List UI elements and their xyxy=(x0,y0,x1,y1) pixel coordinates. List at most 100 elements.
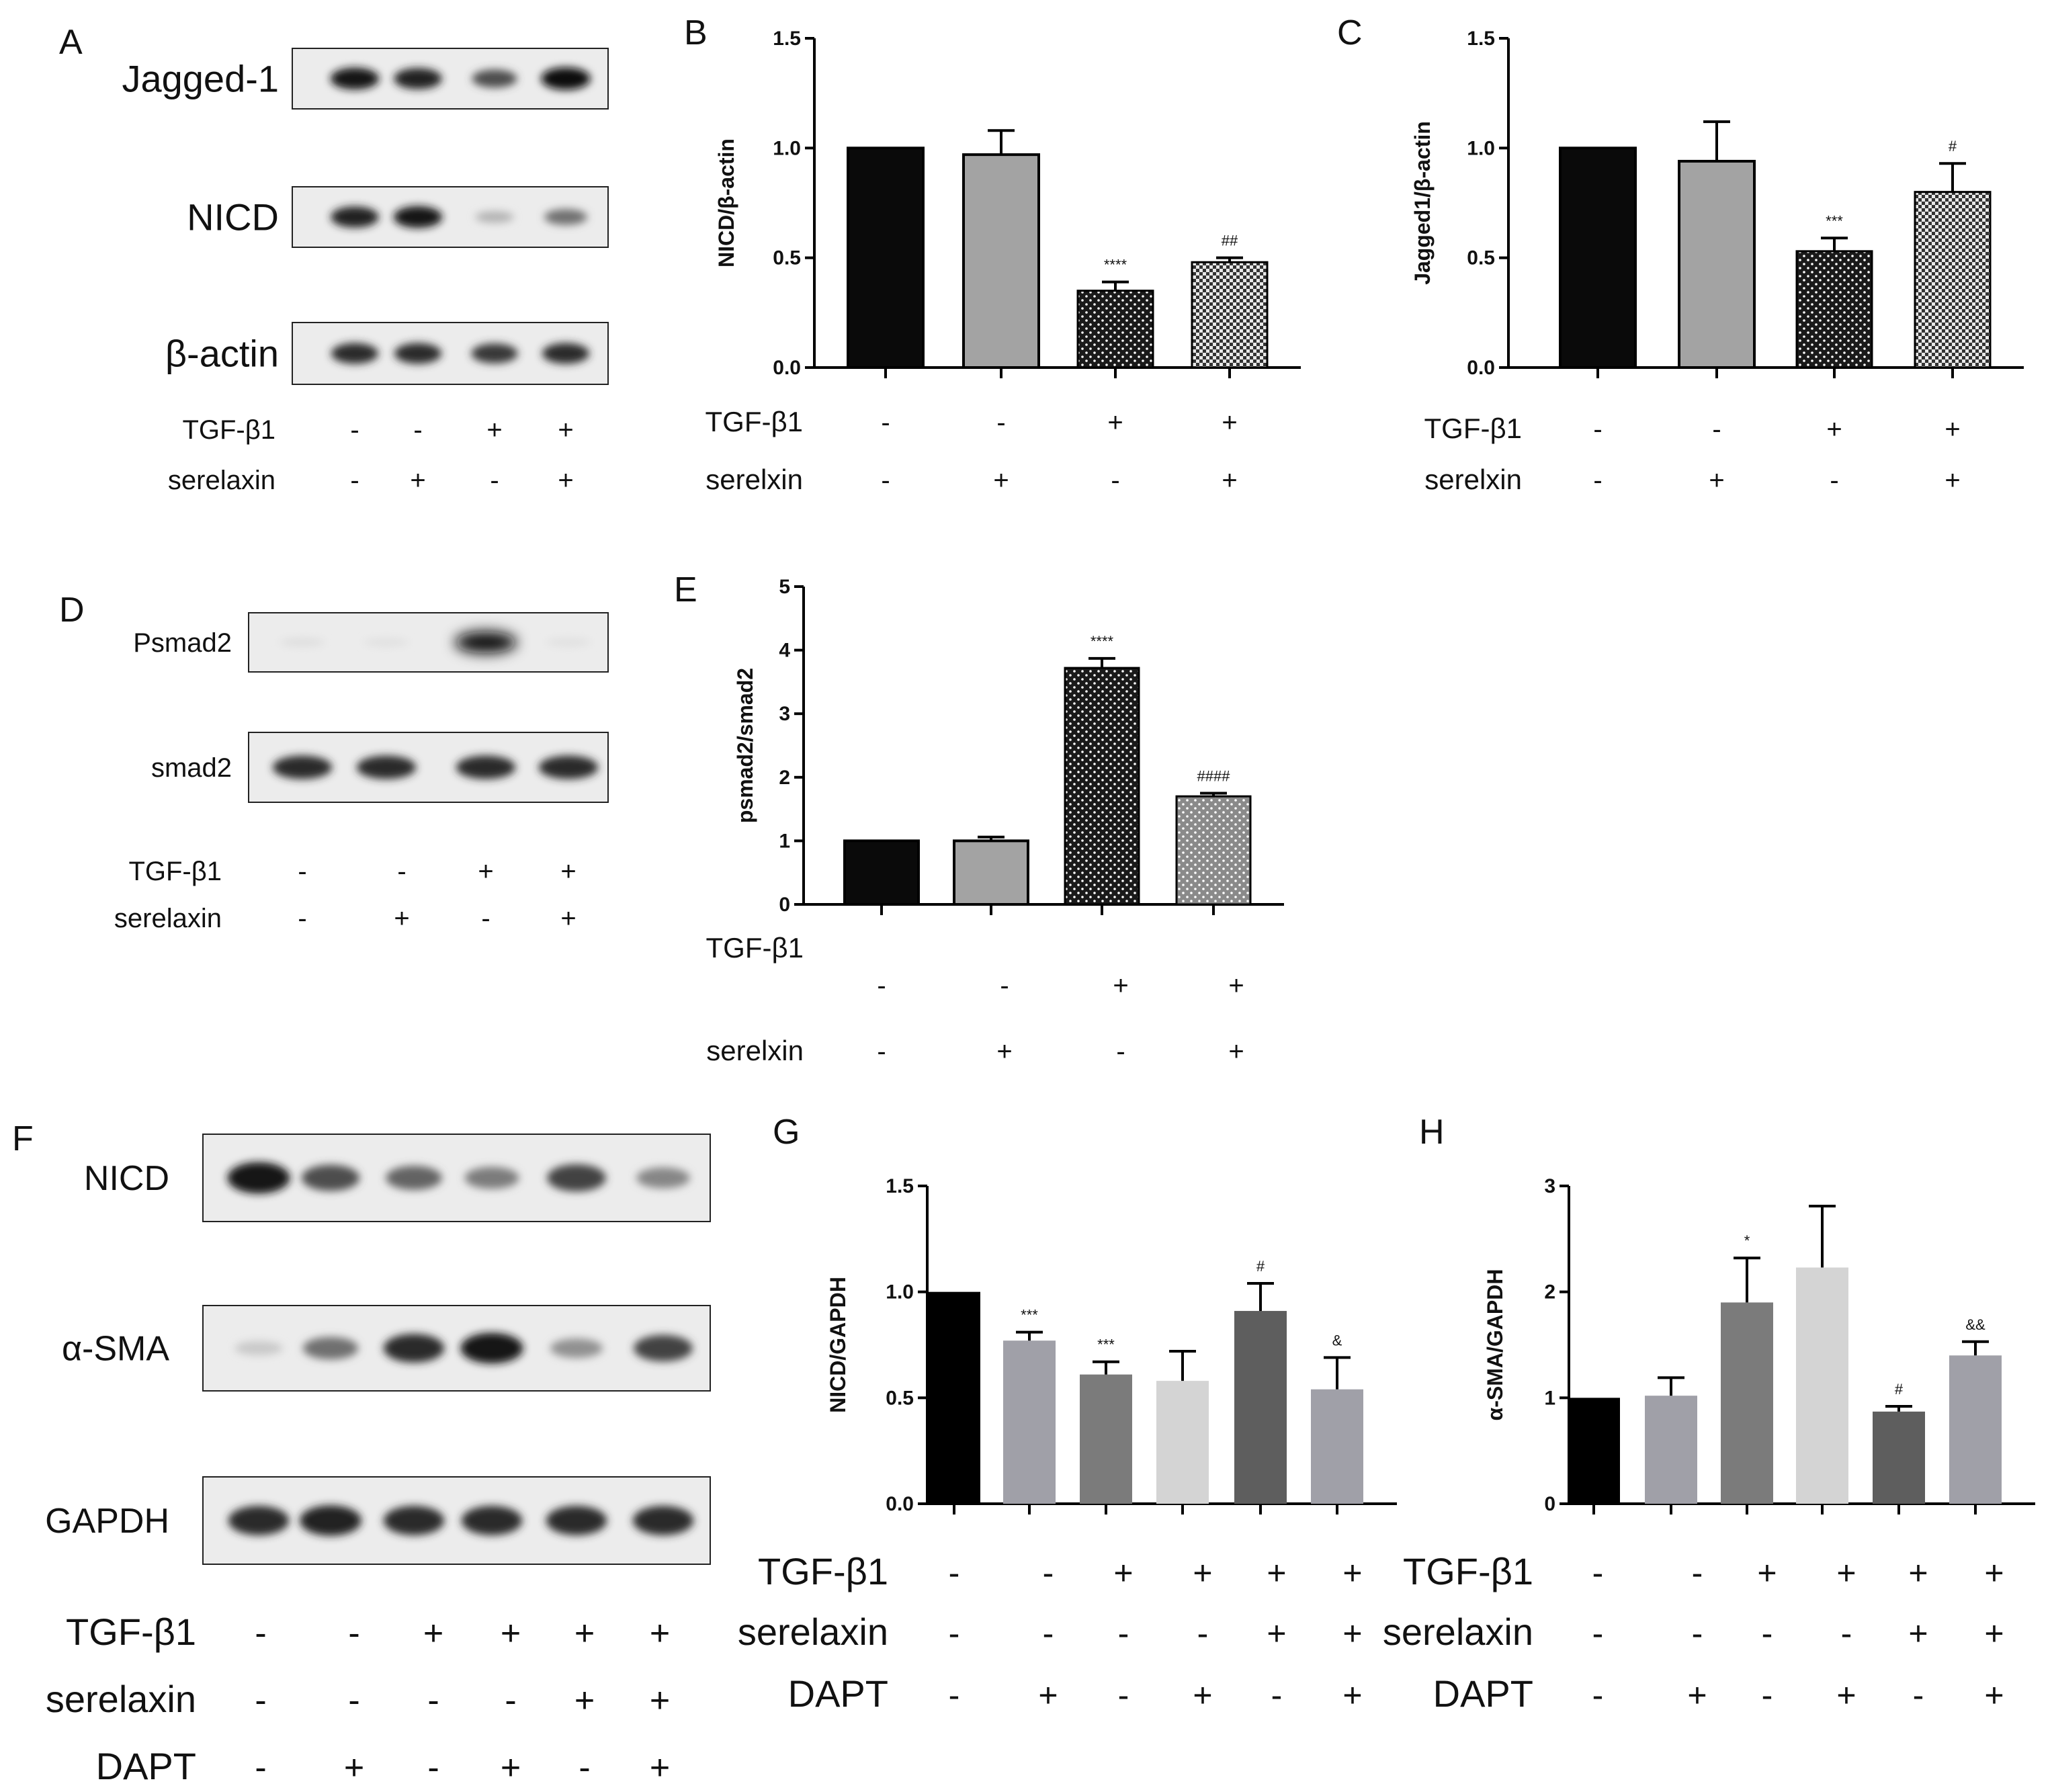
blot-band xyxy=(394,343,442,364)
blot-band xyxy=(364,638,409,647)
significance-label: **** xyxy=(1091,633,1114,650)
significance-label: *** xyxy=(1826,212,1843,229)
condition-value: - xyxy=(1043,1615,1054,1652)
blot-band xyxy=(547,1164,606,1192)
condition-value: - xyxy=(881,466,890,495)
condition-value: + xyxy=(650,1681,670,1720)
conditions-d: TGF-β1 - - + + serelaxin - + - + xyxy=(114,857,576,933)
condition-value: + xyxy=(410,466,425,495)
blot-row-f-1: α-SMA xyxy=(62,1305,711,1392)
blot-label: α-SMA xyxy=(62,1330,169,1369)
blot-band xyxy=(454,631,517,654)
bar xyxy=(1721,1302,1773,1504)
significance-label: # xyxy=(1256,1258,1265,1275)
condition-label: TGF-β1 xyxy=(758,1550,888,1592)
significance-label: * xyxy=(1744,1232,1750,1249)
condition-value: - xyxy=(996,408,1005,437)
condition-value: - xyxy=(1118,1676,1129,1714)
condition-value: + xyxy=(1228,971,1244,1000)
panel-letter-b: B xyxy=(684,13,708,52)
bar xyxy=(847,146,925,369)
blot-band xyxy=(460,1332,523,1364)
blot-label: Jagged-1 xyxy=(122,58,279,100)
y-tick-label: 0 xyxy=(1544,1493,1555,1515)
condition-value: - xyxy=(255,1748,266,1787)
panel-letter-g: G xyxy=(773,1113,800,1152)
condition-value: - xyxy=(298,904,306,933)
condition-value: + xyxy=(1107,408,1123,437)
chart-b: 0.0 0.5 1.0 1.5 NICD/β-actin **** ## xyxy=(714,28,1301,379)
blot-band xyxy=(383,1506,445,1535)
blot-band xyxy=(472,69,517,88)
y-tick-label: 5 xyxy=(779,576,790,598)
y-tick-label: 1.5 xyxy=(886,1175,914,1197)
blot-label: NICD xyxy=(187,196,279,239)
blot-band xyxy=(544,209,588,225)
bar xyxy=(1191,261,1269,369)
panel-letter-f: F xyxy=(12,1119,34,1158)
condition-value: + xyxy=(486,415,502,445)
chart-h: 0 1 2 3 α-SMA/GAPDH * # && xyxy=(1483,1175,2035,1515)
y-tick-label: 1.0 xyxy=(773,137,801,159)
condition-value: - xyxy=(350,466,359,495)
y-tick-label: 0.0 xyxy=(886,1493,914,1515)
condition-value: + xyxy=(344,1748,364,1787)
condition-value: + xyxy=(1945,415,1960,444)
condition-label: TGF-β1 xyxy=(128,857,222,886)
condition-value: - xyxy=(1593,415,1602,444)
blot-band xyxy=(393,206,443,228)
y-axis-label: NICD/GAPDH xyxy=(826,1277,850,1413)
conditions-h: TGF-β1 - - + + + + serelaxin - - - - + + DAPT - + - + - + xyxy=(1383,1550,2004,1715)
blot-band xyxy=(471,343,518,364)
condition-value: - xyxy=(1116,1037,1125,1066)
condition-value: + xyxy=(501,1748,521,1787)
y-tick-label: 2 xyxy=(1544,1281,1555,1304)
condition-value: - xyxy=(1197,1615,1209,1652)
condition-value: - xyxy=(881,408,890,437)
condition-value: - xyxy=(413,415,422,445)
bar xyxy=(1311,1389,1363,1504)
condition-value: + xyxy=(560,904,576,933)
condition-value: + xyxy=(1342,1554,1362,1592)
condition-value: - xyxy=(949,1676,960,1714)
condition-value: - xyxy=(1592,1615,1604,1652)
condition-value: + xyxy=(1687,1676,1707,1714)
condition-value: + xyxy=(1193,1554,1212,1592)
panel-letter-e: E xyxy=(674,570,697,609)
condition-value: - xyxy=(1111,466,1119,495)
blot-row-a-1: NICD xyxy=(187,186,609,248)
condition-value: + xyxy=(1757,1554,1777,1592)
condition-value: - xyxy=(877,1037,886,1066)
bar xyxy=(928,1291,980,1504)
condition-value: - xyxy=(427,1681,439,1720)
chart-g: 0.0 0.5 1.0 1.5 NICD/GAPDH *** *** # & xyxy=(826,1175,1397,1515)
condition-label: DAPT xyxy=(96,1745,196,1787)
blot-band xyxy=(302,1336,359,1360)
blot-band xyxy=(331,343,379,364)
panel-letter-a: A xyxy=(59,23,83,62)
bar xyxy=(1175,795,1252,906)
y-tick-label: 1.5 xyxy=(773,28,801,50)
y-axis-label: α-SMA/GAPDH xyxy=(1483,1269,1507,1421)
condition-value: - xyxy=(1692,1615,1703,1652)
condition-label: serelaxin xyxy=(738,1611,888,1653)
condition-value: - xyxy=(1592,1676,1604,1714)
condition-value: + xyxy=(1228,1037,1244,1066)
condition-value: - xyxy=(348,1681,359,1720)
condition-value: + xyxy=(1342,1615,1362,1652)
bar xyxy=(1080,1374,1132,1504)
panel-letter-h: H xyxy=(1419,1113,1445,1152)
blot-band xyxy=(383,1334,445,1363)
bar xyxy=(1645,1396,1697,1504)
significance-label: && xyxy=(1965,1316,1985,1333)
condition-value: + xyxy=(574,1614,595,1653)
condition-value: - xyxy=(1592,1554,1604,1592)
condition-value: + xyxy=(1984,1676,2004,1714)
bar xyxy=(1568,1398,1620,1504)
y-axis-label: Jagged1/β-actin xyxy=(1410,121,1435,285)
significance-label: # xyxy=(1895,1381,1904,1398)
condition-label: TGF-β1 xyxy=(706,406,803,437)
blot-band xyxy=(632,1506,694,1535)
condition-value: + xyxy=(558,415,573,445)
